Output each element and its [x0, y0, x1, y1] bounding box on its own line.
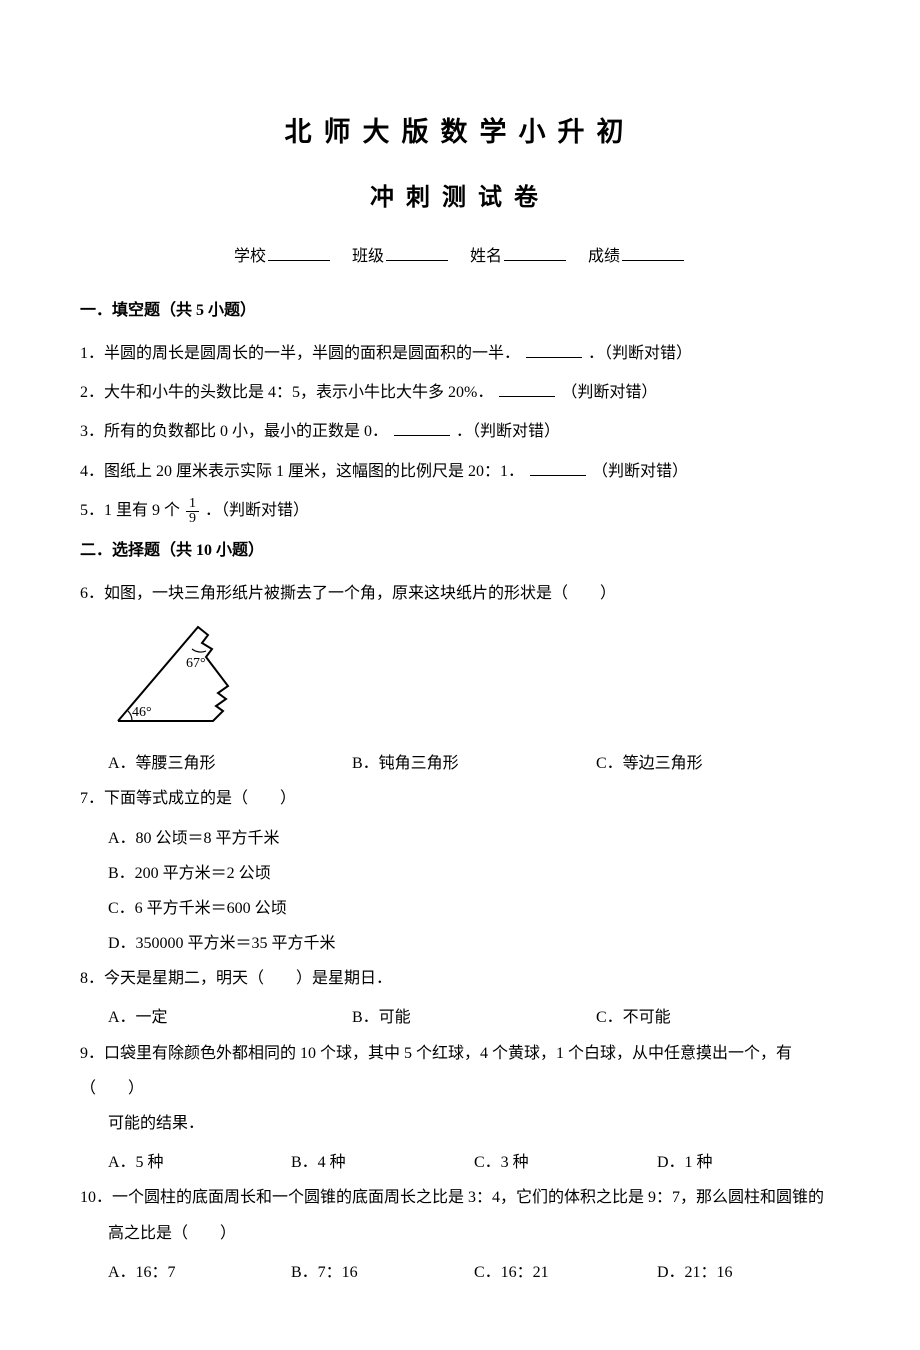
q8-opt-c: C．不可能: [596, 1000, 840, 1035]
q9-opt-a: A．5 种: [108, 1145, 291, 1180]
q9: 9．口袋里有除颜色外都相同的 10 个球，其中 5 个红球，4 个黄球，1 个白…: [80, 1036, 840, 1142]
school-blank: [268, 244, 330, 261]
exam-page: 北师大版数学小升初 冲刺测试卷 学校 班级 姓名 成绩 一．填空题（共 5 小题…: [0, 0, 920, 1350]
q4-tail: （判断对错）: [592, 463, 688, 480]
q5-fraction: 1 9: [186, 497, 199, 526]
q7-opt-a: A．80 公顷＝8 平方千米: [108, 821, 840, 856]
q5-frac-den: 9: [186, 512, 199, 526]
q9-opt-d: D．1 种: [657, 1145, 840, 1180]
q7: 7．下面等式成立的是（ ）: [80, 781, 840, 816]
q7-opt-c: C．6 平方千米＝600 公顷: [108, 891, 840, 926]
name-blank: [504, 244, 566, 261]
q8-opt-b: B．可能: [352, 1000, 596, 1035]
q6-figure: 46° 67°: [108, 621, 840, 736]
triangle-icon: 46° 67°: [108, 621, 258, 731]
q3-tail: ．（判断对错）: [456, 423, 560, 440]
q2-tail: （判断对错）: [561, 384, 657, 401]
q2-blank: [499, 382, 555, 397]
q7-opt-b: B．200 平方米＝2 公顷: [108, 856, 840, 891]
class-label: 班级: [352, 248, 384, 265]
q10-line2: 高之比是（ ）: [80, 1216, 840, 1251]
info-line: 学校 班级 姓名 成绩: [80, 242, 840, 266]
q10-options: A．16：7 B．7：16 C．16：21 D．21：16: [80, 1255, 840, 1290]
section1-header: 一．填空题（共 5 小题）: [80, 296, 840, 320]
q5-pre: 5．1 里有 9 个: [80, 502, 180, 519]
q5-frac-num: 1: [186, 497, 199, 512]
q4: 4．图纸上 20 厘米表示实际 1 厘米，这幅图的比例尺是 20：1． （判断对…: [80, 454, 840, 489]
score-label: 成绩: [588, 248, 620, 265]
q9-line2: 可能的结果．: [80, 1106, 840, 1141]
section2-header: 二．选择题（共 10 小题）: [80, 536, 840, 560]
q6-options: A．等腰三角形 B．钝角三角形 C．等边三角形: [80, 746, 840, 781]
school-label: 学校: [234, 248, 266, 265]
name-label: 姓名: [470, 248, 502, 265]
title-sub: 冲刺测试卷: [80, 177, 840, 212]
q2: 2．大牛和小牛的头数比是 4：5，表示小牛比大牛多 20%． （判断对错）: [80, 375, 840, 410]
q6-opt-b: B．钝角三角形: [352, 746, 596, 781]
q7-opt-d: D．350000 平方米＝35 平方千米: [108, 926, 840, 961]
q5-post: ．（判断对错）: [205, 502, 309, 519]
q3: 3．所有的负数都比 0 小，最小的正数是 0． ．（判断对错）: [80, 414, 840, 449]
q2-text: 2．大牛和小牛的头数比是 4：5，表示小牛比大牛多 20%．: [80, 384, 493, 401]
q3-blank: [394, 421, 450, 436]
title-main: 北师大版数学小升初: [80, 110, 840, 149]
q6-opt-c: C．等边三角形: [596, 746, 840, 781]
q3-text: 3．所有的负数都比 0 小，最小的正数是 0．: [80, 423, 388, 440]
q10-opt-c: C．16：21: [474, 1255, 657, 1290]
q8-opt-a: A．一定: [108, 1000, 352, 1035]
q9-opt-b: B．4 种: [291, 1145, 474, 1180]
q1-text: 1．半圆的周长是圆周长的一半，半圆的面积是圆面积的一半．: [80, 345, 520, 362]
q8-options: A．一定 B．可能 C．不可能: [80, 1000, 840, 1035]
angle-46: 46°: [132, 705, 152, 720]
q6: 6．如图，一块三角形纸片被撕去了一个角，原来这块纸片的形状是（ ）: [80, 576, 840, 611]
q9-opt-c: C．3 种: [474, 1145, 657, 1180]
q10-opt-d: D．21：16: [657, 1255, 840, 1290]
q4-text: 4．图纸上 20 厘米表示实际 1 厘米，这幅图的比例尺是 20：1．: [80, 463, 524, 480]
q4-blank: [530, 461, 586, 476]
q7-options: A．80 公顷＝8 平方千米 B．200 平方米＝2 公顷 C．6 平方千米＝6…: [80, 821, 840, 962]
q8: 8．今天是星期二，明天（ ）是星期日．: [80, 961, 840, 996]
score-blank: [622, 244, 684, 261]
q10: 10．一个圆柱的底面周长和一个圆锥的底面周长之比是 3：4，它们的体积之比是 9…: [80, 1180, 840, 1250]
class-blank: [386, 244, 448, 261]
q1-tail: ．（判断对错）: [588, 345, 692, 362]
q9-options: A．5 种 B．4 种 C．3 种 D．1 种: [80, 1145, 840, 1180]
q5: 5．1 里有 9 个 1 9 ．（判断对错）: [80, 493, 840, 528]
q6-opt-a: A．等腰三角形: [108, 746, 352, 781]
q1-blank: [526, 343, 582, 358]
q9-line1: 9．口袋里有除颜色外都相同的 10 个球，其中 5 个红球，4 个黄球，1 个白…: [80, 1036, 840, 1106]
q10-line1: 10．一个圆柱的底面周长和一个圆锥的底面周长之比是 3：4，它们的体积之比是 9…: [80, 1180, 840, 1215]
q10-opt-a: A．16：7: [108, 1255, 291, 1290]
q10-opt-b: B．7：16: [291, 1255, 474, 1290]
q1: 1．半圆的周长是圆周长的一半，半圆的面积是圆面积的一半． ．（判断对错）: [80, 336, 840, 371]
angle-67: 67°: [186, 656, 206, 671]
